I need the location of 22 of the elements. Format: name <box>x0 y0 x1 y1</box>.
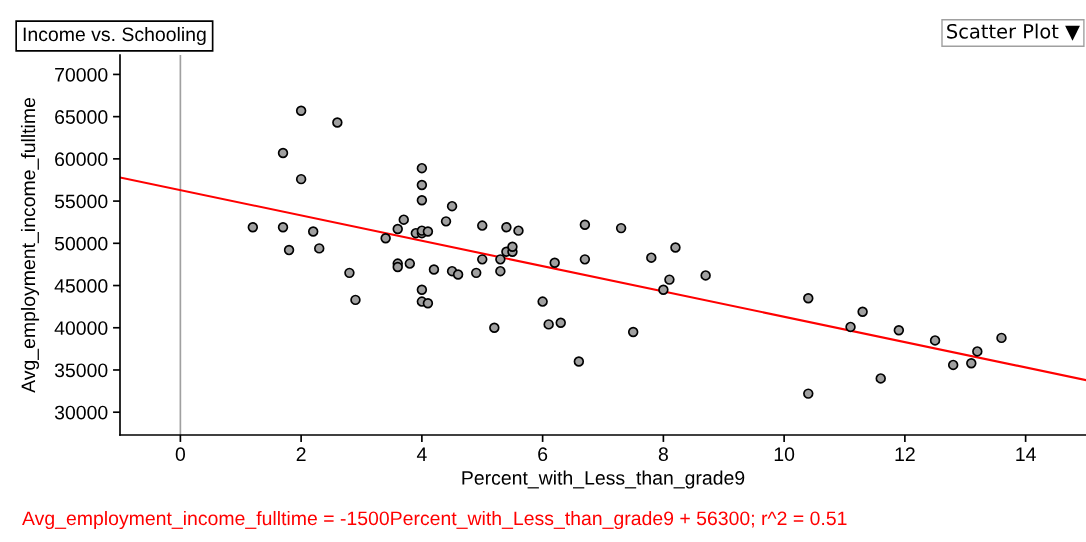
x-tick-label: 6 <box>538 447 548 462</box>
y-tick-label: 30000 <box>54 405 108 420</box>
x-tick-label: 4 <box>416 447 427 461</box>
text: Avg_employment_income_fulltime = -1500Percent_with_Less_than_grade9 + 56300; r^2 = 0.51 <box>22 510 847 530</box>
y-axis-title: Avg_employment_income_fulltime <box>20 97 40 393</box>
text: Scatter Plot ▼ <box>947 23 1080 41</box>
y-tick-label: 65000 <box>55 110 108 124</box>
x-tick-label: 0 <box>175 447 186 462</box>
y-tick-label: 40000 <box>54 321 108 335</box>
y-tick-label: 55000 <box>54 194 108 209</box>
y-tick-label: 45000 <box>54 279 108 293</box>
x-tick-label: 14 <box>1016 447 1036 461</box>
x-tick-label: 2 <box>296 447 306 461</box>
y-tick-label: 70000 <box>55 67 108 82</box>
x-tick-label: 12 <box>895 447 915 461</box>
chart-title: Income vs. Schooling <box>23 26 206 46</box>
x-axis-title: Percent_with_Less_than_grade9 <box>462 470 745 489</box>
y-tick-label: 35000 <box>54 363 108 378</box>
y-tick-label: 50000 <box>54 236 108 251</box>
x-tick-label: 8 <box>658 447 668 462</box>
y-tick-label: 60000 <box>55 152 108 167</box>
x-tick-label: 10 <box>774 447 795 462</box>
